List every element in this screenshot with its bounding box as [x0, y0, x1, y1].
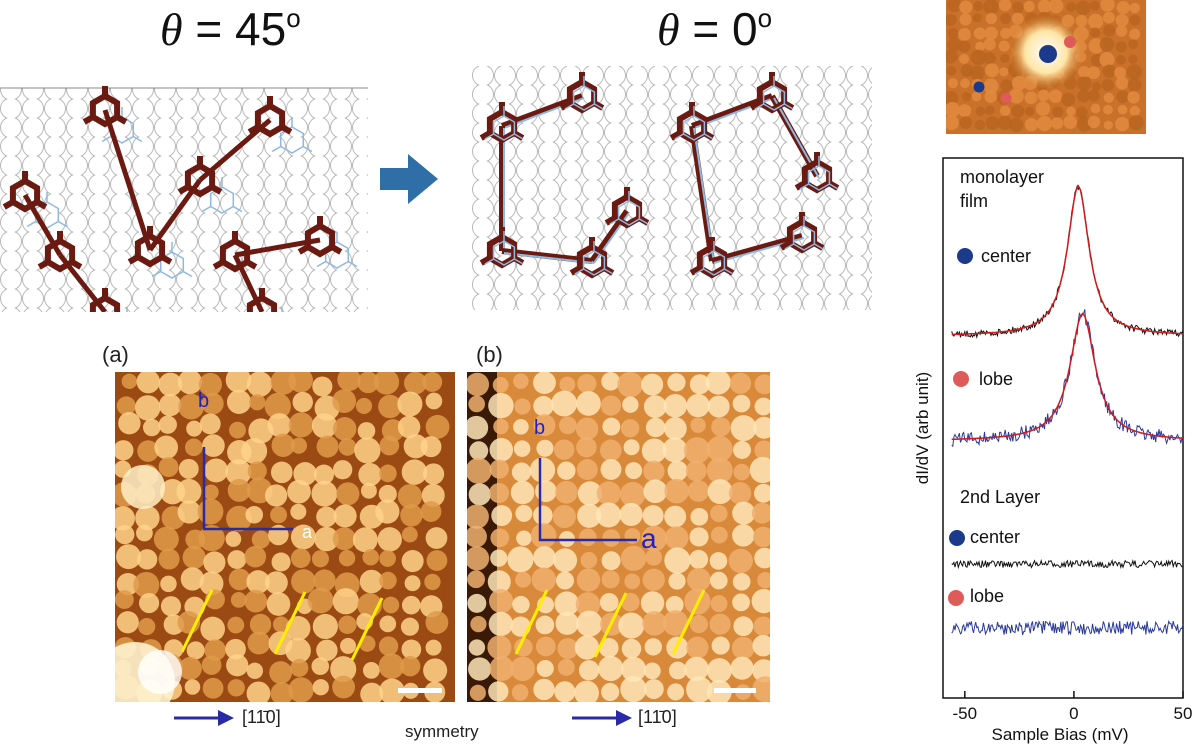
benzene-ring	[582, 250, 606, 276]
lobe-dot	[948, 590, 964, 606]
center-dot	[957, 248, 973, 264]
x-tick-label: 50	[1174, 704, 1193, 723]
x-axis-label: Sample Bias (mV)	[992, 725, 1129, 744]
label-film: film	[960, 191, 988, 211]
benzene-ring	[576, 243, 608, 279]
benzene-ring	[682, 115, 706, 141]
axis-label-b: b	[198, 390, 209, 412]
model-0-diagram	[472, 66, 872, 310]
direction-arrow-a	[174, 710, 234, 726]
benzene-ring	[617, 200, 641, 226]
label-center-1: center	[981, 246, 1031, 266]
benzene-ring	[246, 294, 278, 312]
x-tick-label: -50	[953, 704, 978, 723]
axis-label-a: a	[641, 523, 657, 554]
benzene-ring	[134, 232, 166, 268]
lobe-dot	[1000, 92, 1012, 104]
label-lobe-1: lobe	[979, 369, 1013, 389]
fit-curve	[951, 184, 1184, 336]
molecule-network	[2, 86, 358, 312]
center-dot	[1039, 45, 1057, 63]
benzene-ring	[9, 177, 41, 213]
benzene-ring	[492, 240, 516, 266]
benzene-ring	[486, 233, 518, 269]
theta-symbol: θ	[657, 4, 680, 55]
panel-label-b: (b)	[476, 342, 503, 367]
y-axis-label: dI/dV (arb unit)	[913, 372, 932, 484]
fit-curve	[951, 312, 1184, 441]
theta-symbol: θ	[160, 4, 183, 55]
lattice-axes	[202, 447, 293, 531]
symmetry-line	[514, 589, 549, 655]
label-2nd-layer: 2nd Layer	[960, 487, 1040, 507]
label-center-2: center	[970, 527, 1020, 547]
benzene-ring	[492, 115, 516, 141]
benzene-ring	[756, 78, 788, 114]
title-value: = 0	[679, 3, 758, 55]
title-degree: o	[757, 3, 773, 33]
benzene-ring	[44, 237, 76, 273]
direction-arrow-b	[572, 710, 632, 726]
benzene-ring	[807, 165, 831, 191]
plot-frame	[942, 157, 1184, 699]
benzene-ring	[792, 225, 816, 251]
direction-label-b: [11̄0]	[638, 707, 677, 727]
benzene-ring	[786, 218, 818, 254]
lattice-axes	[538, 458, 637, 542]
stm-inset-image	[946, 0, 1146, 134]
symmetry-line	[350, 597, 384, 661]
benzene-ring	[184, 162, 216, 198]
symmetry-line	[180, 589, 214, 653]
center-dot	[973, 81, 985, 93]
direction-label-a: [11̄0]	[242, 707, 281, 727]
axis-label-b: b	[534, 417, 545, 439]
benzene-ring	[254, 102, 286, 138]
axis-label-a: a	[302, 522, 313, 542]
center-dot	[949, 530, 965, 546]
label-lobe-2: lobe	[970, 586, 1004, 606]
symmetry-line	[593, 592, 628, 658]
scale-bar	[714, 688, 756, 693]
benzene-ring	[209, 186, 235, 214]
benzene-ring	[89, 92, 121, 128]
benzene-ring	[219, 237, 251, 273]
panel-label-a: (a)	[102, 342, 129, 367]
stm-image-b: b a	[467, 372, 770, 702]
caption-symmetry: symmetry	[405, 722, 479, 741]
benzene-ring	[611, 193, 643, 229]
x-tick-label: 0	[1069, 704, 1078, 723]
substrate-lattice	[472, 66, 872, 310]
lobe-dot	[1064, 36, 1076, 48]
spectrum-center	[951, 558, 1184, 570]
benzene-ring	[702, 250, 726, 276]
title-degree: o	[286, 3, 301, 33]
benzene-ring	[304, 222, 336, 258]
title-theta-0: θ = 0o	[657, 2, 772, 56]
transition-arrow	[380, 154, 438, 204]
benzene-ring	[486, 108, 518, 144]
benzene-ring	[676, 108, 708, 144]
lobe-dot	[953, 371, 969, 387]
benzene-ring	[696, 243, 728, 279]
spectrum-lobe	[951, 619, 1184, 636]
benzene-ring	[801, 158, 833, 194]
benzene-ring	[279, 126, 305, 154]
model-45-diagram	[0, 86, 368, 312]
benzene-ring	[566, 78, 598, 114]
symmetry-line	[671, 589, 706, 655]
benzene-ring	[89, 294, 121, 312]
molecule-network	[479, 72, 840, 279]
symmetry-line	[273, 591, 307, 655]
title-theta-45: θ = 45o	[160, 2, 301, 56]
benzene-ring	[762, 85, 786, 111]
title-value: = 45	[182, 3, 287, 55]
label-monolayer: monolayer	[960, 167, 1044, 187]
spectrum-lobe	[951, 309, 1184, 448]
benzene-ring	[572, 85, 596, 111]
stm-image-a: b a	[115, 372, 455, 702]
spectra-chart: -50 0 50 monolayer film center lobe 2nd La…	[913, 157, 1193, 744]
scale-bar	[398, 688, 442, 693]
